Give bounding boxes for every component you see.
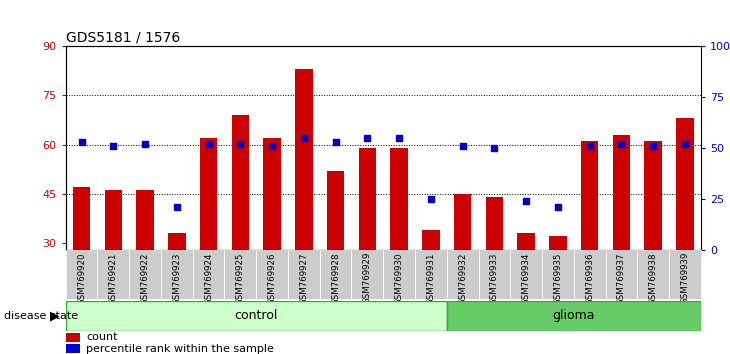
Text: GSM769924: GSM769924 <box>204 252 213 304</box>
Bar <box>288 250 320 299</box>
Point <box>457 143 469 149</box>
Bar <box>542 250 574 299</box>
Bar <box>422 230 439 342</box>
Bar <box>391 148 408 342</box>
Text: disease state: disease state <box>4 311 78 321</box>
Point <box>584 143 596 149</box>
Text: GSM769920: GSM769920 <box>77 252 86 304</box>
Bar <box>510 250 542 299</box>
Bar <box>168 233 185 342</box>
Text: GSM769931: GSM769931 <box>426 252 435 304</box>
Text: GSM769930: GSM769930 <box>395 252 404 304</box>
Text: GSM769939: GSM769939 <box>680 252 689 304</box>
Bar <box>447 250 478 299</box>
Text: GSM769925: GSM769925 <box>236 252 245 304</box>
Bar <box>193 250 224 299</box>
Bar <box>415 250 447 299</box>
Text: GSM769937: GSM769937 <box>617 252 626 304</box>
Bar <box>485 197 503 342</box>
Text: GSM769932: GSM769932 <box>458 252 467 304</box>
Text: GSM769922: GSM769922 <box>141 252 150 304</box>
Bar <box>200 138 218 342</box>
Point <box>552 204 564 210</box>
Bar <box>645 141 662 342</box>
Text: GSM769921: GSM769921 <box>109 252 118 304</box>
Bar <box>256 250 288 299</box>
Bar <box>676 118 694 342</box>
Bar <box>454 194 472 342</box>
Bar <box>549 236 566 342</box>
Bar <box>231 115 249 342</box>
Point <box>425 196 437 201</box>
Text: GDS5181 / 1576: GDS5181 / 1576 <box>66 31 180 45</box>
Bar <box>66 333 80 342</box>
Text: count: count <box>86 332 118 343</box>
Bar <box>161 250 193 299</box>
Bar <box>327 171 345 342</box>
Text: GSM769933: GSM769933 <box>490 252 499 304</box>
Bar <box>351 250 383 299</box>
Point <box>488 145 500 151</box>
Point <box>139 141 151 147</box>
Bar <box>581 141 599 342</box>
Bar <box>518 233 535 342</box>
Bar <box>98 250 129 299</box>
Text: ▶: ▶ <box>50 309 60 322</box>
Text: glioma: glioma <box>553 309 595 322</box>
Point <box>234 141 246 147</box>
Text: GSM769928: GSM769928 <box>331 252 340 304</box>
Text: GSM769934: GSM769934 <box>522 252 531 304</box>
Text: GSM769923: GSM769923 <box>172 252 181 304</box>
Text: GSM769936: GSM769936 <box>585 252 594 304</box>
Bar <box>66 250 98 299</box>
Bar <box>73 187 91 342</box>
Bar <box>320 250 351 299</box>
Bar <box>66 301 447 331</box>
Point <box>266 143 278 149</box>
Bar <box>606 250 637 299</box>
Bar <box>224 250 256 299</box>
Point <box>361 135 373 141</box>
Point <box>298 135 310 141</box>
Point <box>615 141 627 147</box>
Bar <box>574 250 606 299</box>
Bar <box>478 250 510 299</box>
Bar <box>383 250 415 299</box>
Bar <box>129 250 161 299</box>
Point <box>330 139 342 144</box>
Bar <box>137 190 154 342</box>
Point <box>107 143 119 149</box>
Point <box>171 204 182 210</box>
Bar <box>447 301 701 331</box>
Text: percentile rank within the sample: percentile rank within the sample <box>86 344 274 354</box>
Point <box>203 141 215 147</box>
Text: control: control <box>234 309 278 322</box>
Bar <box>637 250 669 299</box>
Text: GSM769927: GSM769927 <box>299 252 308 304</box>
Point <box>76 139 88 144</box>
Point <box>648 143 659 149</box>
Bar <box>669 250 701 299</box>
Text: GSM769926: GSM769926 <box>268 252 277 304</box>
Bar <box>358 148 376 342</box>
Text: GSM769938: GSM769938 <box>649 252 658 304</box>
Point <box>520 198 532 204</box>
Point <box>393 135 405 141</box>
Bar <box>66 344 80 353</box>
Bar <box>295 69 312 342</box>
Text: GSM769935: GSM769935 <box>553 252 562 304</box>
Bar <box>264 138 281 342</box>
Point <box>679 141 691 147</box>
Bar <box>612 135 630 342</box>
Text: GSM769929: GSM769929 <box>363 252 372 304</box>
Bar <box>104 190 122 342</box>
